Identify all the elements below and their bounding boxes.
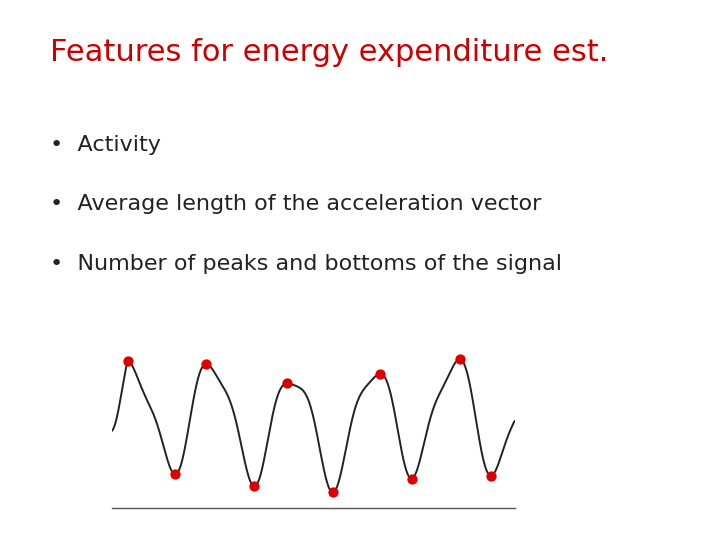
Point	[200, 360, 212, 368]
Point	[169, 470, 181, 478]
Point	[122, 356, 133, 365]
Text: •  Number of peaks and bottoms of the signal: • Number of peaks and bottoms of the sig…	[50, 254, 562, 274]
Point	[454, 355, 465, 363]
Point	[327, 488, 338, 497]
Point	[282, 379, 293, 388]
Point	[248, 482, 260, 491]
Text: •  Activity: • Activity	[50, 135, 161, 155]
Point	[485, 471, 497, 480]
Point	[374, 369, 386, 378]
Text: Features for energy expenditure est.: Features for energy expenditure est.	[50, 38, 609, 67]
Text: •  Average length of the acceleration vector: • Average length of the acceleration vec…	[50, 194, 541, 214]
Point	[406, 474, 418, 483]
